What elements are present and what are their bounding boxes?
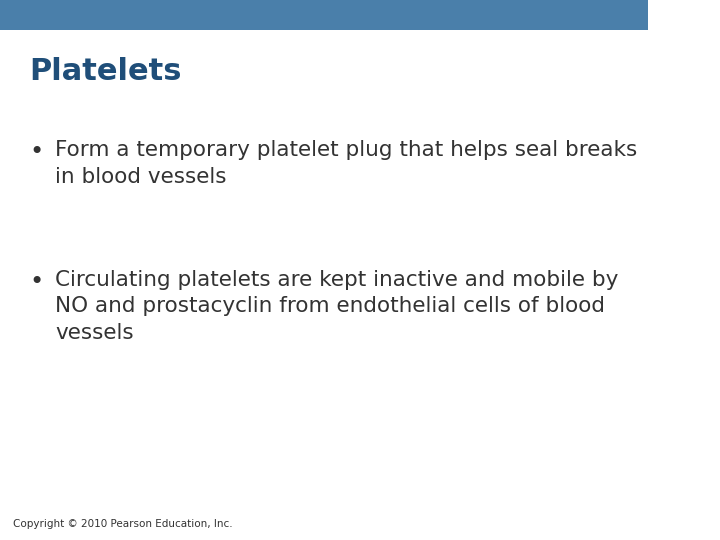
Text: •: •: [30, 270, 43, 294]
Text: Copyright © 2010 Pearson Education, Inc.: Copyright © 2010 Pearson Education, Inc.: [13, 519, 233, 529]
Text: Circulating platelets are kept inactive and mobile by
NO and prostacyclin from e: Circulating platelets are kept inactive …: [55, 270, 618, 343]
Text: Form a temporary platelet plug that helps seal breaks
in blood vessels: Form a temporary platelet plug that help…: [55, 140, 637, 187]
Text: Platelets: Platelets: [30, 57, 181, 86]
FancyBboxPatch shape: [0, 0, 648, 30]
Text: •: •: [30, 140, 43, 164]
